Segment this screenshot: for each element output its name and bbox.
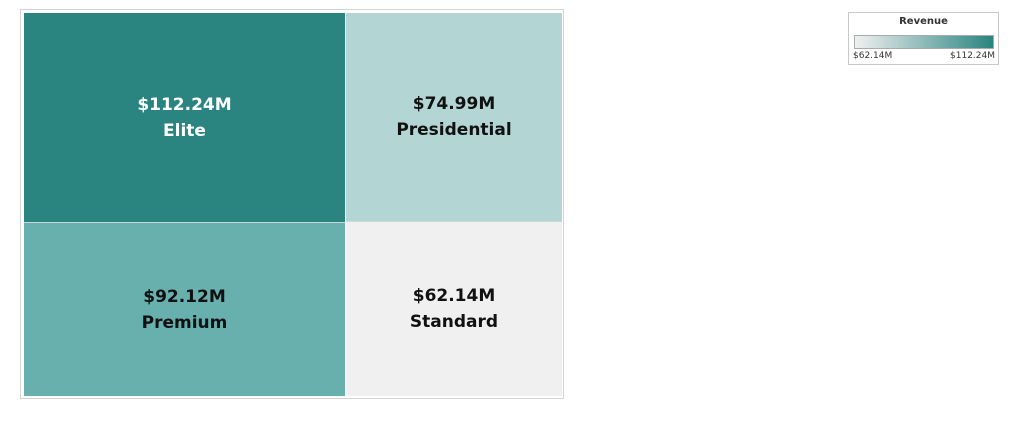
tile-value-label: $74.99M [412,94,496,114]
color-legend: Revenue $62.14M $112.24M [848,12,999,65]
tile-premium[interactable]: $92.12M Premium [24,223,346,396]
tile-category-label: Premium [141,312,228,333]
tile-category-label: Presidential [396,120,512,140]
tile-category-label: Elite [163,120,206,141]
tile-value-label: $112.24M [137,94,232,115]
legend-max-label: $112.24M [950,51,995,61]
tile-presidential[interactable]: $74.99M Presidential [346,13,562,222]
legend-title: Revenue [899,16,948,27]
legend-min-label: $62.14M [853,51,893,61]
treemap: $112.24M Elite $92.12M Premium $74.99M Presid… [24,13,562,396]
tile-category-label: Standard [409,312,499,332]
tile-value-label: $62.14M [412,286,496,306]
legend-gradient-bar [854,35,994,49]
tile-standard[interactable]: $62.14M Standard [346,222,562,396]
tile-elite[interactable]: $112.24M Elite [24,13,346,223]
tile-value-label: $92.12M [143,286,226,307]
